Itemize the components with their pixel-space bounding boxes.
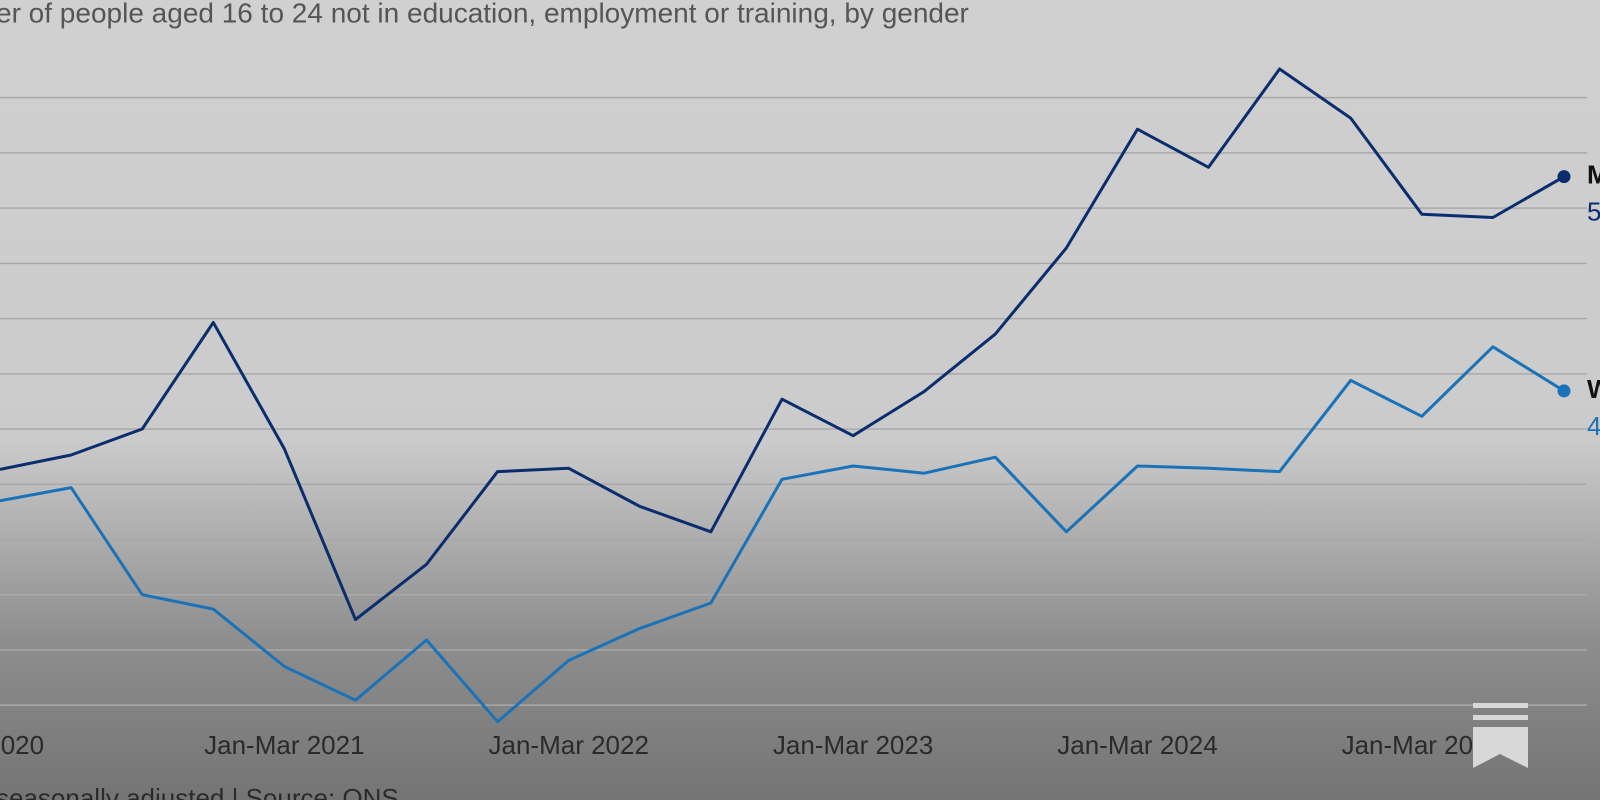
x-tick-label: Jan-Mar 2021 (204, 730, 364, 760)
footer: seasonally adjusted | Source: ONS (0, 783, 399, 800)
end-value-label: 4 (1587, 411, 1600, 441)
chart-title: er of people aged 16 to 24 not in educat… (0, 0, 969, 28)
series-line (0, 345, 1565, 724)
end-dot (1557, 384, 1571, 398)
bookmark-icon[interactable] (1473, 703, 1528, 768)
legend-label: M (1587, 160, 1600, 190)
x-tick-label: Jan-Mar 2022 (489, 730, 649, 760)
end-value-label: 5 (1587, 197, 1600, 227)
x-tick-label: Jan-Mar 2024 (1057, 730, 1217, 760)
end-dot (1557, 170, 1571, 184)
series-line (0, 67, 1565, 622)
legend-label: W (1587, 374, 1600, 404)
x-tick-label: ar 2020 (0, 730, 44, 760)
x-tick-label: Jan-Mar 2023 (773, 730, 933, 760)
